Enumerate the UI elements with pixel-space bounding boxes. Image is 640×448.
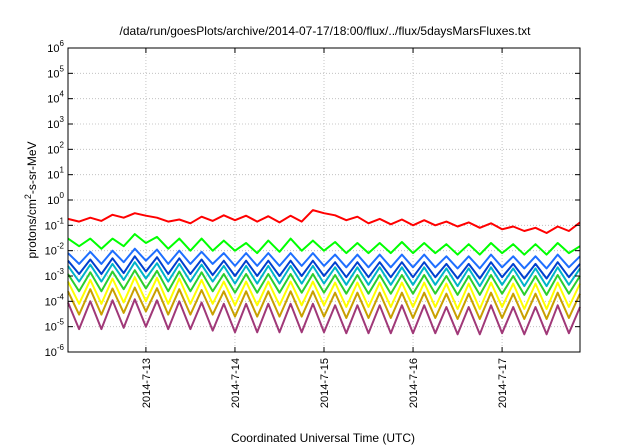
y-tick-base: 10 <box>47 68 59 80</box>
y-tick-base: 10 <box>47 119 59 131</box>
y-axis-label-rest: -s-sr-MeV <box>25 141 39 194</box>
y-tick-base: 10 <box>45 271 57 283</box>
y-tick-base: 10 <box>47 94 59 106</box>
y-tick-base: 10 <box>45 322 57 334</box>
series-line-3 <box>67 247 581 270</box>
x-tick-label: 2014-7-16 <box>408 358 420 408</box>
x-axis-label: Coordinated Universal Time (UTC) <box>231 431 415 445</box>
y-tick-base: 10 <box>45 246 57 258</box>
y-tick-label: 101 <box>47 166 64 182</box>
y-tick-exponent: -6 <box>57 343 65 352</box>
y-axis: 10-610-510-410-310-210-11001011021031041… <box>45 39 580 359</box>
y-tick-base: 10 <box>47 43 59 55</box>
y-tick-label: 10-1 <box>45 216 65 232</box>
series-line-2 <box>67 233 581 256</box>
y-tick-exponent: -2 <box>57 242 65 251</box>
x-tick-label: 2014-7-14 <box>230 358 242 408</box>
y-tick-base: 10 <box>47 144 59 156</box>
y-tick-base: 10 <box>45 220 57 232</box>
y-tick-base: 10 <box>47 170 59 182</box>
y-tick-exponent: 4 <box>60 90 65 99</box>
y-tick-label: 10-5 <box>45 318 65 334</box>
y-tick-label: 103 <box>47 115 64 131</box>
y-tick-label: 10-2 <box>45 242 65 258</box>
y-tick-exponent: 1 <box>60 166 65 175</box>
y-tick-label: 100 <box>47 191 64 207</box>
y-axis-label-base: protons/cm <box>25 199 39 258</box>
series-line-8 <box>67 286 581 320</box>
y-tick-label: 10-6 <box>45 343 65 359</box>
series-layer <box>67 209 581 336</box>
y-tick-exponent: 6 <box>60 39 65 48</box>
y-tick-exponent: 5 <box>60 64 65 73</box>
y-tick-exponent: -3 <box>57 267 65 276</box>
y-tick-exponent: 0 <box>60 191 65 200</box>
series-line-1 <box>67 209 581 234</box>
x-axis: 2014-7-13 2014-7-14 2014-7-15 2014-7-16 2014… <box>141 48 509 408</box>
x-tick-label: 2014-7-15 <box>319 358 331 408</box>
y-tick-exponent: 2 <box>60 140 65 149</box>
x-tick-label: 2014-7-17 <box>497 358 509 408</box>
y-tick-exponent: 3 <box>60 115 65 124</box>
chart-title: /data/run/goesPlots/archive/2014-07-17/1… <box>120 24 532 38</box>
y-tick-label: 106 <box>47 39 64 55</box>
y-tick-exponent: -1 <box>57 216 65 225</box>
y-axis-label-sup: 2 <box>23 194 33 199</box>
y-tick-base: 10 <box>47 195 59 207</box>
series-line-7 <box>67 276 581 310</box>
y-tick-base: 10 <box>45 347 57 359</box>
series-line-4 <box>67 255 581 280</box>
series-line-9 <box>67 298 581 336</box>
series-line-6 <box>67 269 581 296</box>
y-tick-label: 104 <box>47 90 64 106</box>
y-tick-exponent: -4 <box>57 292 65 301</box>
y-tick-label: 10-3 <box>45 267 65 283</box>
y-tick-label: 102 <box>47 140 64 156</box>
y-tick-exponent: -5 <box>57 318 65 327</box>
y-tick-base: 10 <box>45 296 57 308</box>
series-line-5 <box>67 261 581 288</box>
y-tick-label: 10-4 <box>45 292 65 308</box>
y-axis-label: protons/cm2-s-sr-MeV <box>23 141 39 258</box>
y-tick-label: 105 <box>47 64 64 80</box>
x-tick-label: 2014-7-13 <box>141 358 153 408</box>
